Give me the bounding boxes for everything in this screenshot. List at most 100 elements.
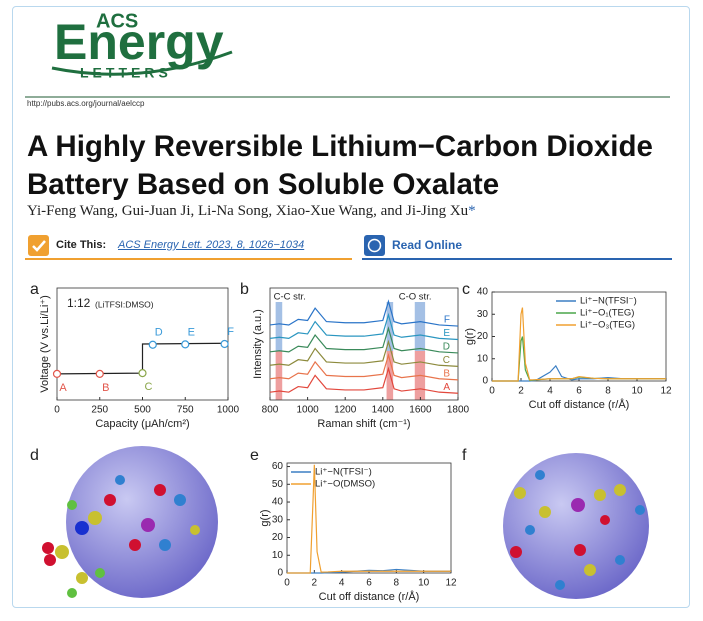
y-tick-label: 40 bbox=[272, 497, 284, 508]
journal-url[interactable]: http://pubs.acs.org/journal/aelccp bbox=[27, 99, 145, 108]
state-label: E bbox=[188, 326, 195, 338]
x-tick-label: 8 bbox=[605, 386, 611, 397]
band bbox=[275, 351, 283, 400]
x-tick-label: 1800 bbox=[447, 405, 470, 416]
read-icon bbox=[364, 235, 385, 256]
series-line bbox=[492, 364, 666, 382]
y-tick-label: 40 bbox=[477, 287, 489, 298]
citation[interactable]: ACS Energy Lett. 2023, 8, 1026−1034 bbox=[118, 239, 305, 251]
logo-main: Energy bbox=[54, 14, 224, 70]
x-axis-label: Raman shift (cm⁻¹) bbox=[317, 418, 410, 430]
series-line bbox=[492, 307, 666, 382]
y-tick-label: 20 bbox=[477, 331, 489, 342]
series-label: A bbox=[443, 382, 450, 393]
state-label: B bbox=[102, 382, 109, 394]
logo-bottom: LETTERS bbox=[80, 65, 172, 81]
x-tick-label: 0 bbox=[54, 405, 60, 416]
band bbox=[386, 302, 394, 351]
logo-swoosh bbox=[51, 50, 233, 76]
series-label: B bbox=[443, 368, 450, 379]
y-axis-label: Intensity (a.u.) bbox=[252, 309, 264, 379]
x-tick-label: 10 bbox=[418, 578, 430, 589]
x-tick-label: 10 bbox=[631, 386, 643, 397]
annotation-note: (LiTFSI:DMSO) bbox=[95, 299, 154, 309]
y-tick-label: 10 bbox=[477, 353, 489, 364]
annotation: C-C str. bbox=[274, 292, 306, 303]
corresponding-mark: * bbox=[468, 203, 476, 219]
state-point bbox=[148, 340, 157, 349]
read-online[interactable]: Read Online bbox=[392, 238, 463, 252]
legend-label: Li⁺−N(TFSI⁻) bbox=[580, 296, 637, 307]
series-line bbox=[269, 353, 459, 381]
x-tick-label: 0 bbox=[284, 578, 290, 589]
x-tick-label: 4 bbox=[547, 386, 553, 397]
panel-letter: e bbox=[250, 447, 259, 464]
state-label: C bbox=[145, 381, 153, 393]
logo-top: ACS bbox=[96, 10, 138, 32]
legend-label: Li⁺−O₃(TEG) bbox=[580, 320, 635, 331]
series-line bbox=[287, 568, 451, 574]
cite-check bbox=[32, 240, 46, 252]
panel-letter: b bbox=[240, 281, 249, 298]
series-label: E bbox=[443, 328, 450, 339]
band bbox=[275, 302, 283, 351]
y-tick-label: 50 bbox=[272, 479, 284, 490]
cite-icon bbox=[28, 235, 49, 256]
state-point bbox=[95, 369, 104, 378]
x-axis-label: Capacity (μAh/cm²) bbox=[95, 418, 189, 430]
series-label: F bbox=[444, 315, 450, 326]
x-tick-label: 12 bbox=[445, 578, 457, 589]
series-line bbox=[269, 366, 459, 394]
x-tick-label: 8 bbox=[394, 578, 400, 589]
y-tick-label: 30 bbox=[272, 514, 284, 525]
article-title: A Highly Reversible Lithium−Carbon Dioxi… bbox=[27, 130, 653, 201]
state-label: A bbox=[59, 382, 67, 394]
x-tick-label: 1000 bbox=[217, 405, 240, 416]
x-tick-label: 1400 bbox=[372, 405, 395, 416]
y-tick-label: 60 bbox=[272, 461, 284, 472]
series-label: D bbox=[443, 342, 450, 353]
x-axis-label: Cut off distance (r/Å) bbox=[529, 398, 630, 411]
panel-letter: c bbox=[462, 281, 470, 298]
state-point bbox=[138, 369, 147, 378]
series-line bbox=[269, 299, 459, 327]
state-point bbox=[181, 340, 190, 349]
card bbox=[12, 6, 690, 608]
x-tick-label: 250 bbox=[91, 405, 108, 416]
y-tick-label: 0 bbox=[482, 376, 488, 387]
x-tick-label: 750 bbox=[177, 405, 194, 416]
y-axis-label: g(r) bbox=[464, 328, 476, 345]
x-tick-label: 800 bbox=[262, 405, 279, 416]
state-point bbox=[52, 369, 62, 378]
series-label: C bbox=[443, 355, 450, 366]
x-tick-label: 2 bbox=[312, 578, 318, 589]
y-tick-label: 30 bbox=[477, 309, 489, 320]
y-axis-label: Voltage (V vs.Li/Li⁺) bbox=[39, 295, 51, 393]
authors: Yi-Feng Wang, Gui-Juan Ji, Li-Na Song, X… bbox=[27, 203, 469, 219]
x-axis-label: Cut off distance (r/Å) bbox=[319, 590, 420, 603]
molecule bbox=[42, 475, 200, 598]
panel-letter: f bbox=[462, 447, 467, 464]
cite-label: Cite This: bbox=[56, 239, 107, 251]
x-tick-label: 0 bbox=[489, 386, 495, 397]
plot-frame bbox=[269, 287, 459, 401]
panel-letter: d bbox=[30, 447, 39, 464]
solvation-sphere bbox=[503, 453, 649, 599]
annotation: C-O str. bbox=[399, 292, 432, 303]
x-tick-label: 1200 bbox=[334, 405, 357, 416]
x-tick-label: 500 bbox=[134, 405, 151, 416]
y-tick-label: 10 bbox=[272, 550, 284, 561]
x-tick-label: 2 bbox=[518, 386, 524, 397]
molecule bbox=[510, 470, 645, 590]
y-axis-label: g(r) bbox=[259, 509, 271, 526]
x-tick-label: 6 bbox=[576, 386, 582, 397]
series-line bbox=[269, 312, 459, 341]
x-tick-label: 1600 bbox=[409, 405, 432, 416]
y-tick-label: 0 bbox=[277, 568, 283, 579]
state-point bbox=[220, 339, 229, 349]
series-line bbox=[269, 326, 459, 354]
series-line bbox=[287, 464, 451, 574]
state-label: F bbox=[227, 326, 234, 338]
